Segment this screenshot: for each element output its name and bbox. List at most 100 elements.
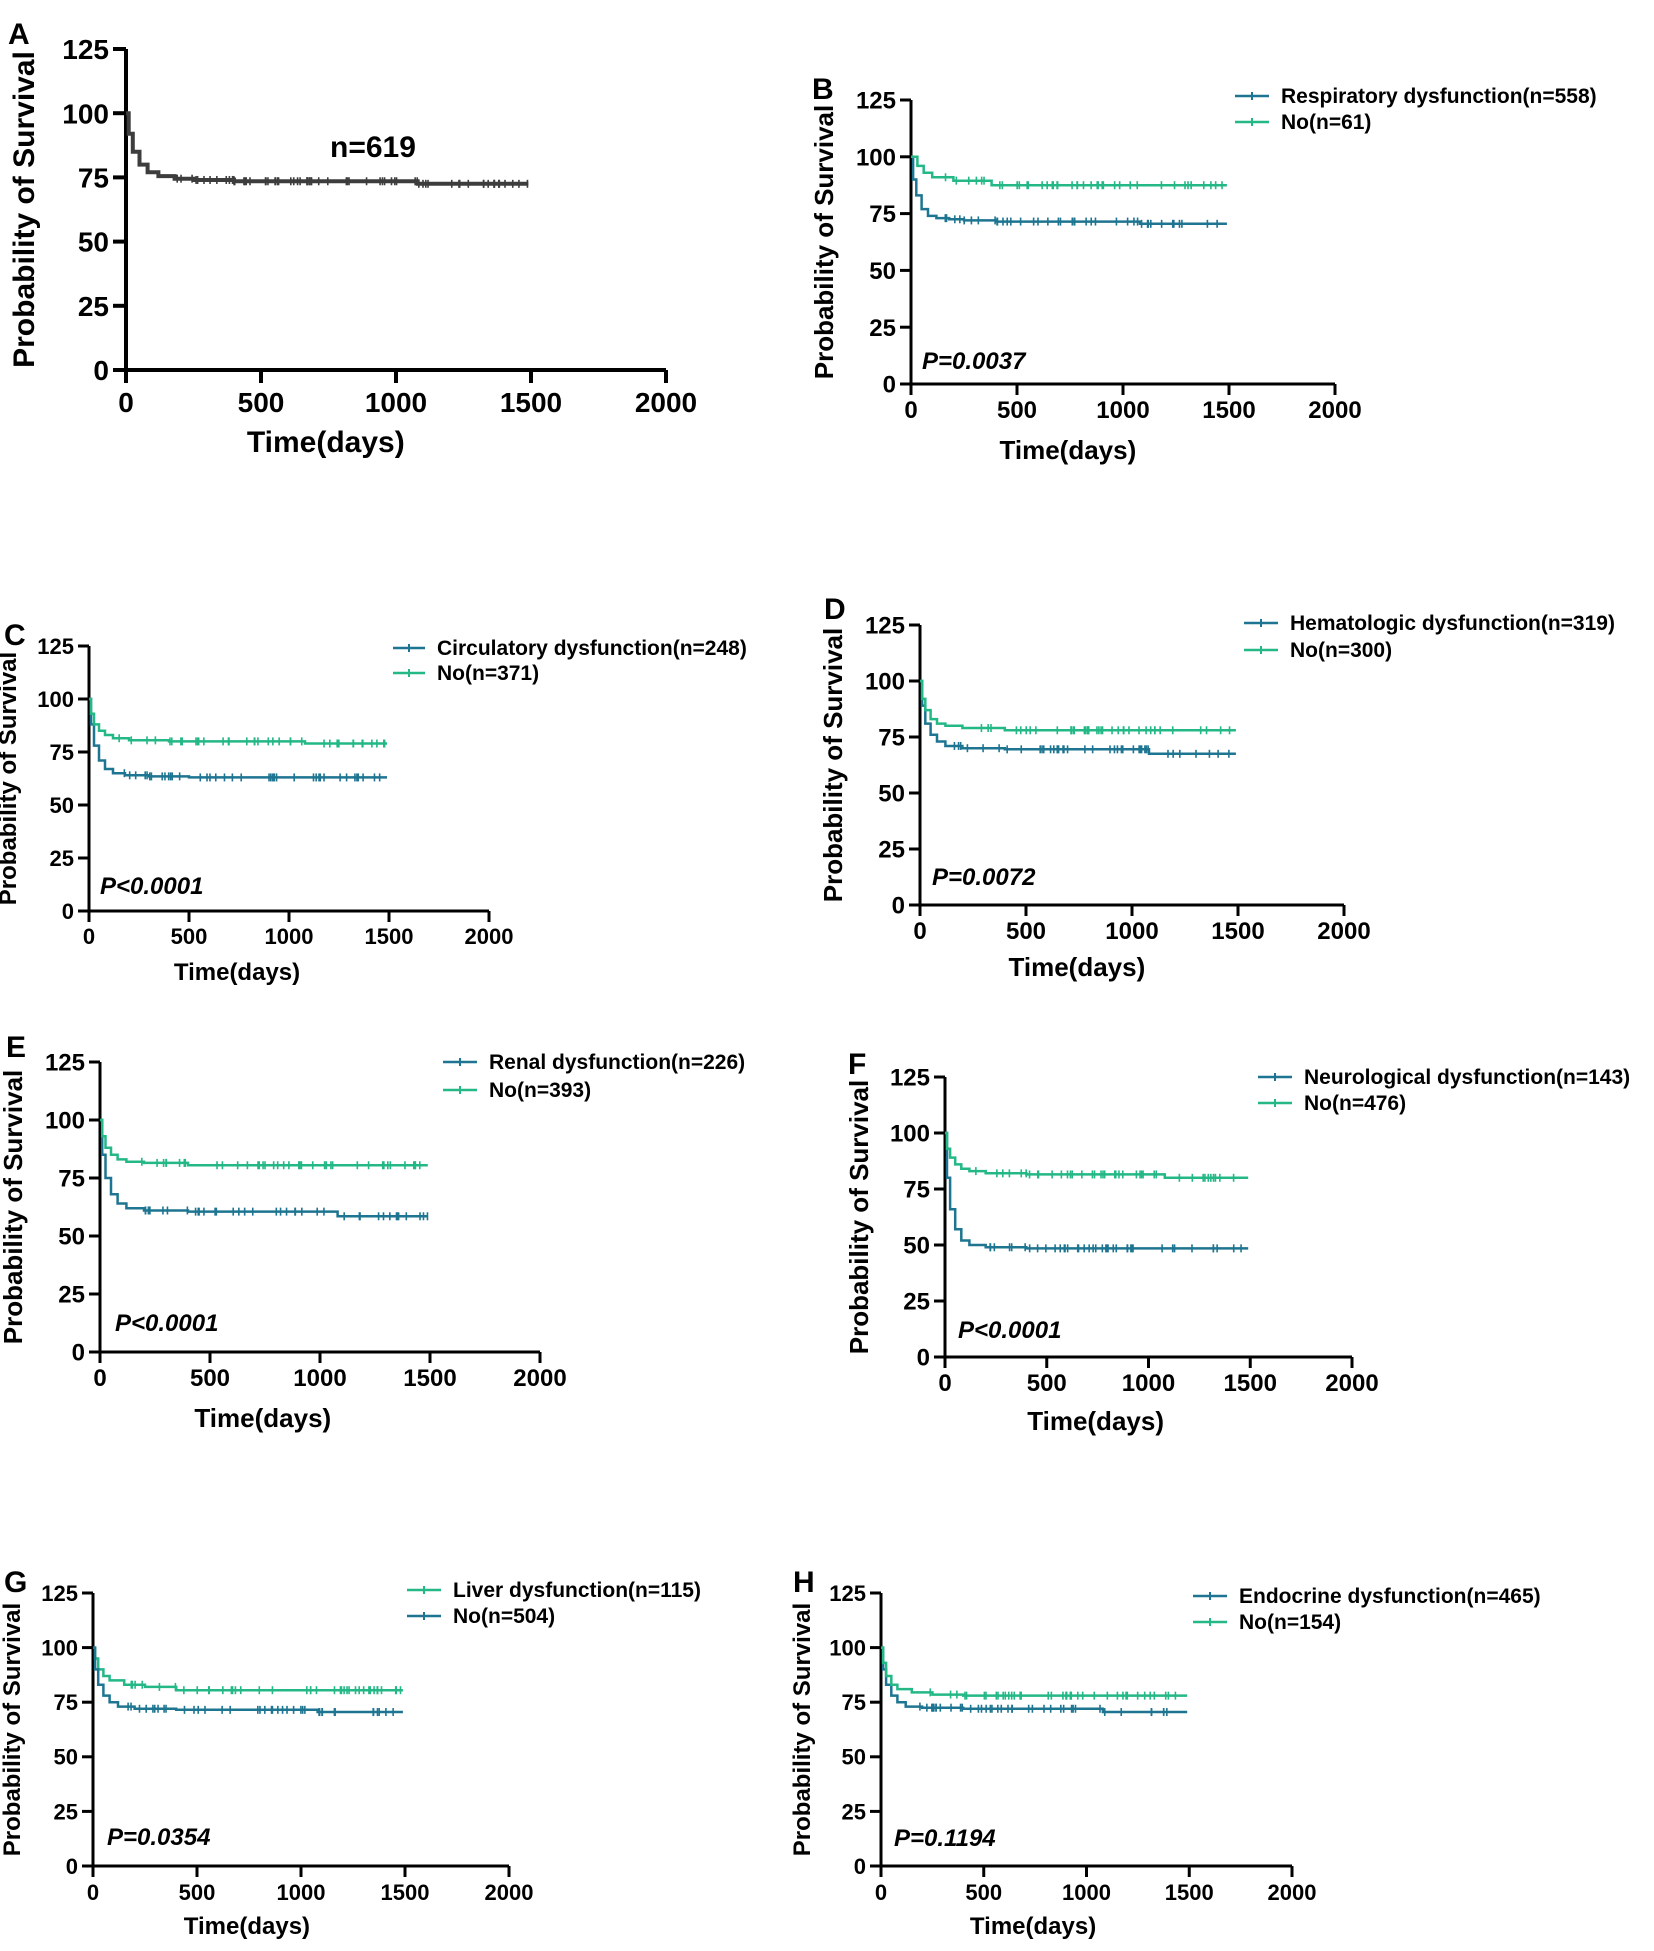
y-axis-label: Probability of Survival (0, 1070, 28, 1345)
x-tick-label: 500 (965, 1880, 1002, 1905)
legend-label: No(n=393) (489, 1079, 591, 1102)
x-axis-label: Time(days) (999, 435, 1136, 465)
x-tick-label: 1500 (365, 924, 414, 949)
panel-h: H 0 500 1000 1500 2000 0 25 50 75 100 125 Time(days)… (789, 1566, 1541, 1940)
x-tick-label: 500 (997, 397, 1037, 424)
legend-label: Neurological dysfunction(n=143) (1304, 1066, 1630, 1089)
panel-letter: H (793, 1566, 815, 1599)
x-tick-label: 2000 (513, 1365, 566, 1392)
y-tick-label: 0 (66, 1854, 78, 1879)
annotation: P<0.0001 (100, 873, 203, 900)
x-tick-label: 0 (118, 387, 134, 418)
x-tick-label: 1500 (1211, 918, 1264, 945)
y-tick-label: 100 (856, 144, 896, 171)
panel-b: B 0 500 1000 1500 2000 0 25 50 75 100 125 Time(days)… (809, 73, 1597, 465)
panel-letter: C (4, 619, 26, 652)
y-tick-label: 125 (62, 34, 109, 65)
y-tick-label: 125 (829, 1581, 866, 1606)
legend-label: Hematologic dysfunction(n=319) (1290, 612, 1615, 635)
y-tick-label: 75 (878, 725, 905, 752)
y-axis-label: Probability of Survival (8, 51, 41, 368)
y-tick-label: 50 (842, 1745, 866, 1770)
x-tick-label: 1000 (365, 387, 427, 418)
x-tick-label: 1500 (403, 1365, 456, 1392)
survival-curve-1 (881, 1646, 1188, 1714)
survival-curve-1 (920, 679, 1236, 756)
x-tick-label: 2000 (1325, 1370, 1378, 1397)
y-tick-label: 50 (869, 258, 896, 285)
y-tick-label: 125 (856, 88, 896, 115)
panel-f: F 0 500 1000 1500 2000 0 25 50 75 100 125 Time(days)… (844, 1048, 1630, 1436)
y-tick-label: 0 (854, 1854, 866, 1879)
x-tick-label: 0 (83, 924, 95, 949)
x-tick-label: 500 (171, 924, 208, 949)
survival-curve-1 (100, 1118, 428, 1218)
x-tick-label: 2000 (465, 924, 514, 949)
legend-label: Renal dysfunction(n=226) (489, 1051, 745, 1074)
survival-curve-1 (93, 1646, 403, 1692)
x-tick-label: 0 (93, 1365, 106, 1392)
x-tick-label: 1500 (500, 387, 562, 418)
x-tick-label: 0 (87, 1880, 99, 1905)
survival-curve-1 (911, 155, 1227, 226)
y-tick-label: 25 (878, 837, 905, 864)
y-tick-label: 25 (58, 1282, 85, 1309)
legend-label: Circulatory dysfunction(n=248) (437, 637, 747, 660)
panel-letter: F (848, 1048, 866, 1081)
y-tick-label: 125 (37, 634, 74, 659)
x-axis-label: Time(days) (247, 426, 405, 459)
survival-curve-2 (89, 697, 387, 745)
legend-label: No(n=476) (1304, 1092, 1406, 1115)
survival-curve-1 (126, 111, 529, 186)
x-tick-label: 1000 (1105, 918, 1158, 945)
annotation: P<0.0001 (115, 1310, 218, 1337)
panel-e: E 0 500 1000 1500 2000 0 25 50 75 100 125 Time(days)… (0, 1031, 745, 1433)
annotation: n=619 (330, 131, 416, 164)
y-tick-label: 75 (869, 201, 896, 228)
x-axis-label: Time(days) (1027, 1406, 1164, 1436)
y-axis-label: Probability of Survival (0, 652, 22, 905)
panel-g: G 0 500 1000 1500 2000 0 25 50 75 100 125 Time(days)… (0, 1566, 701, 1940)
x-tick-label: 1000 (293, 1365, 346, 1392)
y-tick-label: 75 (58, 1166, 85, 1193)
x-tick-label: 2000 (485, 1880, 534, 1905)
x-tick-label: 500 (1006, 918, 1046, 945)
annotation: P=0.0354 (107, 1824, 210, 1851)
legend-label: Endocrine dysfunction(n=465) (1239, 1585, 1541, 1608)
y-tick-label: 100 (41, 1636, 78, 1661)
y-tick-label: 100 (45, 1108, 85, 1135)
y-tick-label: 25 (54, 1799, 78, 1824)
x-tick-label: 2000 (635, 387, 697, 418)
y-axis-label: Probability of Survival (789, 1603, 816, 1856)
x-tick-label: 1000 (1122, 1370, 1175, 1397)
legend-label: No(n=504) (453, 1605, 555, 1628)
x-tick-label: 500 (1027, 1370, 1067, 1397)
x-tick-label: 1000 (277, 1880, 326, 1905)
legend-label: Respiratory dysfunction(n=558) (1281, 85, 1597, 108)
x-tick-label: 1500 (1165, 1880, 1214, 1905)
x-tick-label: 500 (179, 1880, 216, 1905)
x-tick-label: 0 (904, 397, 917, 424)
legend-label: No(n=300) (1290, 639, 1392, 662)
y-tick-label: 50 (78, 227, 109, 258)
y-tick-label: 50 (54, 1745, 78, 1770)
y-tick-label: 75 (903, 1177, 930, 1204)
x-tick-label: 1000 (265, 924, 314, 949)
y-tick-label: 100 (865, 669, 905, 696)
annotation: P<0.0001 (958, 1317, 1061, 1344)
y-tick-label: 0 (917, 1345, 930, 1372)
legend-label: Liver dysfunction(n=115) (453, 1579, 701, 1602)
y-tick-label: 100 (62, 98, 109, 129)
y-tick-label: 75 (78, 162, 109, 193)
y-tick-label: 75 (842, 1690, 866, 1715)
y-axis-label: Probability of Survival (844, 1080, 874, 1355)
y-tick-label: 50 (878, 781, 905, 808)
y-tick-label: 25 (842, 1799, 866, 1824)
y-tick-label: 75 (50, 740, 74, 765)
y-tick-label: 50 (50, 793, 74, 818)
x-axis-label: Time(days) (174, 959, 300, 986)
y-axis-label: Probability of Survival (818, 628, 848, 903)
panel-d: D 0 500 1000 1500 2000 0 25 50 75 100 125 Time(days)… (818, 593, 1615, 982)
survival-curve-2 (881, 1646, 1188, 1697)
